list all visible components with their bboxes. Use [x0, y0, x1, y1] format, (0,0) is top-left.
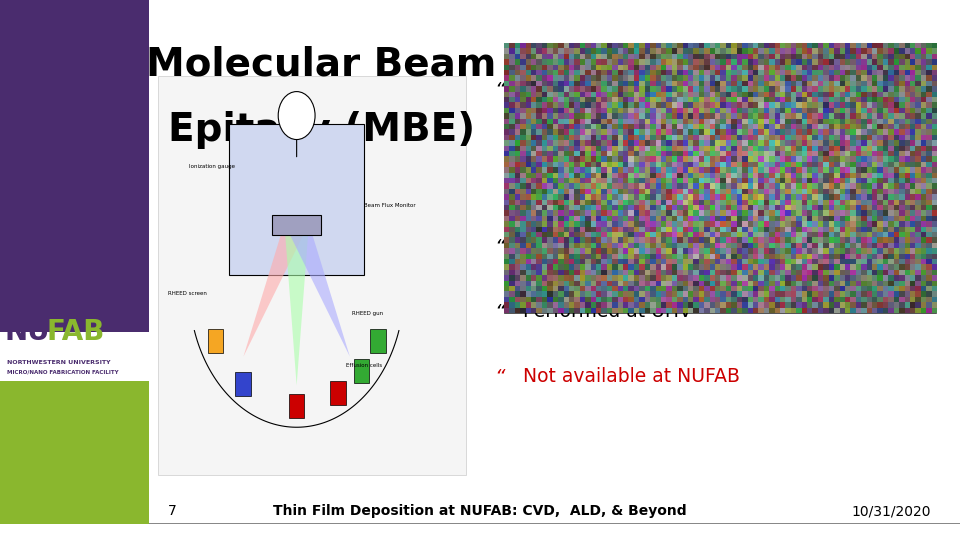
Text: Performed at UHV: Performed at UHV [523, 302, 692, 321]
Bar [272, 215, 322, 235]
Text: “: “ [494, 81, 505, 100]
Bar [504, 43, 936, 313]
Text: NU: NU [5, 318, 51, 346]
Text: Molecular Beam: Molecular Beam [147, 46, 496, 84]
Bar [207, 329, 223, 353]
Text: Special case of thermal evaporation
where Knudson (effusion) cells are
used and : Special case of thermal evaporation wher… [523, 81, 861, 175]
Bar [0, 0, 149, 335]
Text: Effusion cells: Effusion cells [346, 363, 382, 368]
Bar [229, 124, 364, 275]
Bar [330, 381, 346, 406]
Bar [0, 362, 149, 524]
Text: NORTHWESTERN UNIVERSITY: NORTHWESTERN UNIVERSITY [7, 360, 110, 365]
Text: Thin Film Deposition at NUFAB: CVD,  ALD, & Beyond: Thin Film Deposition at NUFAB: CVD, ALD,… [274, 504, 686, 518]
Text: RHEED gun: RHEED gun [352, 312, 383, 316]
Bar [149, 523, 960, 524]
Polygon shape [284, 224, 349, 356]
Text: MICRO/NANO FABRICATION FACILITY: MICRO/NANO FABRICATION FACILITY [7, 369, 118, 374]
Text: 10/31/2020: 10/31/2020 [852, 504, 931, 518]
Text: “: “ [494, 367, 505, 386]
Text: Not available at NUFAB: Not available at NUFAB [523, 367, 740, 386]
Text: FAB: FAB [46, 318, 105, 346]
Bar [158, 76, 466, 475]
Bar [289, 394, 304, 418]
Text: 7: 7 [168, 504, 177, 518]
Bar [0, 332, 149, 381]
Text: Generally limited to epitaxy: Generally limited to epitaxy [523, 238, 784, 256]
Text: RHEED screen: RHEED screen [168, 292, 206, 296]
Text: Beam Flux Monitor: Beam Flux Monitor [364, 204, 416, 208]
Polygon shape [284, 224, 309, 386]
Ellipse shape [278, 92, 315, 139]
Polygon shape [244, 224, 309, 356]
Text: Epitaxy (MBE): Epitaxy (MBE) [168, 111, 475, 148]
Bar [235, 372, 251, 396]
Text: Ionization gauge: Ionization gauge [189, 164, 235, 168]
Text: “: “ [494, 302, 505, 321]
Bar [353, 360, 369, 383]
Text: “: “ [494, 238, 505, 256]
Bar [371, 329, 386, 353]
